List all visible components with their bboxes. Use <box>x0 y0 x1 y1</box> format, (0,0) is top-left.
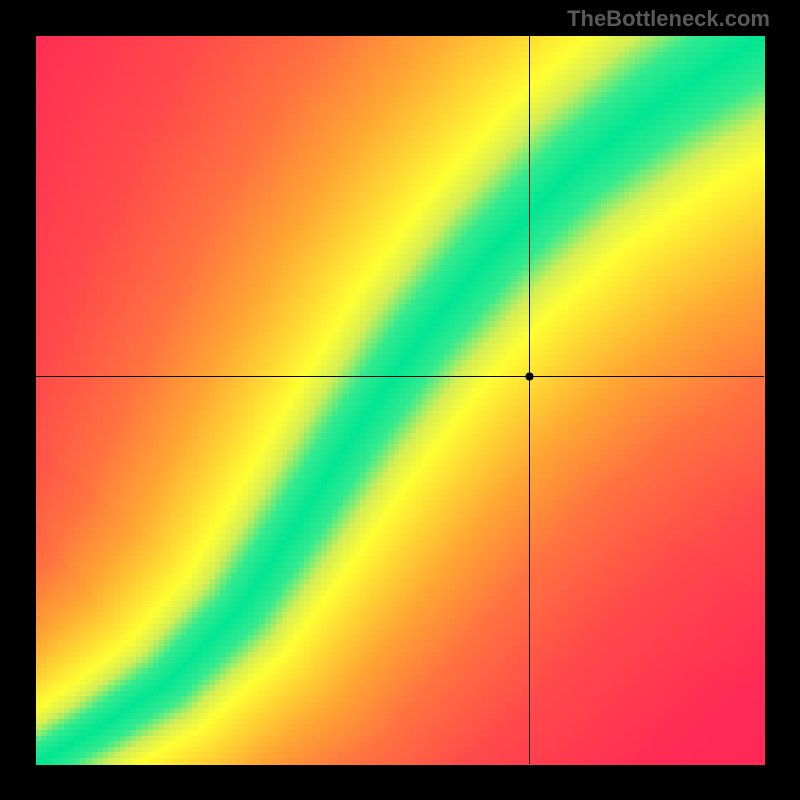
bottleneck-heatmap <box>0 0 800 800</box>
chart-container: TheBottleneck.com <box>0 0 800 800</box>
watermark-text: TheBottleneck.com <box>567 6 770 32</box>
